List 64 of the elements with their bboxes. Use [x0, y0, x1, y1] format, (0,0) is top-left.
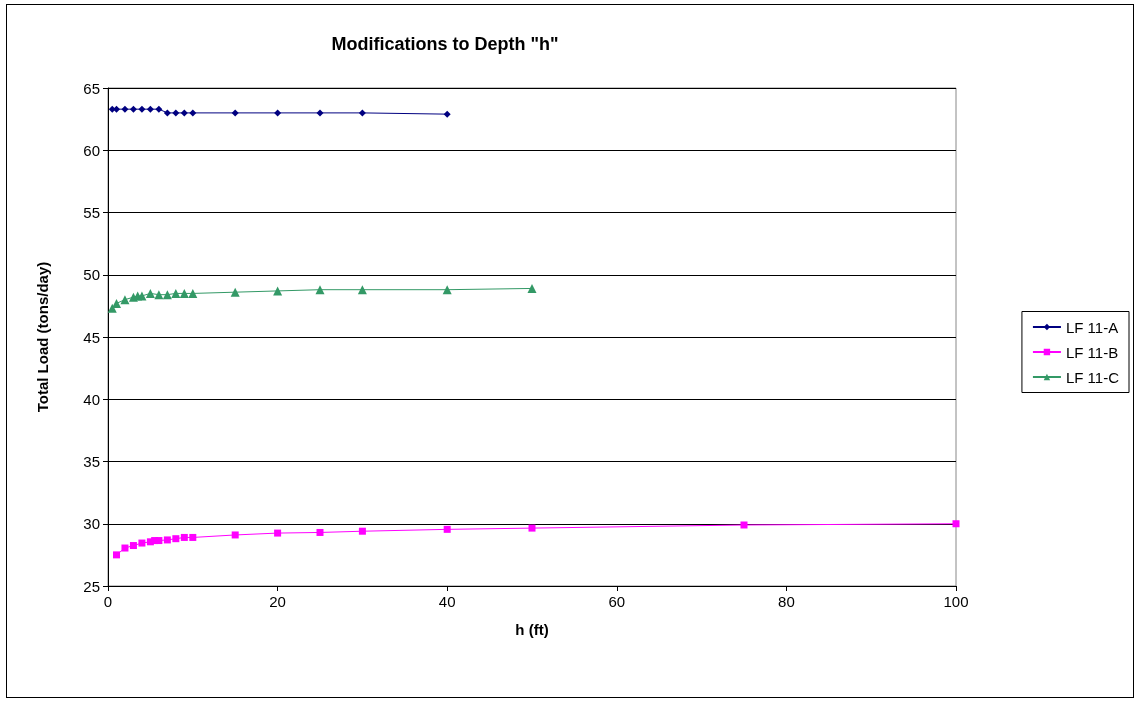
- point: [162, 290, 172, 300]
- point: [138, 105, 146, 113]
- point: [230, 287, 240, 297]
- legend-label: LF 11-A: [1065, 318, 1119, 336]
- y-tick-label: 55: [83, 204, 100, 221]
- point: [112, 551, 120, 559]
- y-tick-label: 50: [83, 266, 100, 284]
- x-tick-label: 80: [778, 593, 795, 610]
- legend-label: LF 11-C: [1065, 368, 1120, 386]
- point: [163, 536, 171, 544]
- x-tick-label: 40: [438, 593, 456, 610]
- point: [274, 109, 282, 117]
- point: [129, 105, 137, 113]
- point: [358, 109, 366, 117]
- point: [528, 524, 536, 532]
- y-tick-label: 65: [83, 79, 100, 97]
- point: [231, 531, 239, 539]
- point: [121, 544, 129, 552]
- point: [952, 520, 960, 528]
- y-axis-title: Total Load (tons/day): [34, 261, 51, 413]
- point: [189, 109, 197, 117]
- y-tick-label: 60: [83, 141, 100, 159]
- x-tick-label: 100: [943, 593, 969, 610]
- point: [107, 303, 117, 313]
- y-tick-label: 35: [83, 453, 100, 470]
- x-tick-label: 60: [608, 593, 626, 610]
- y-tick-label: 25: [83, 577, 100, 595]
- point: [172, 109, 180, 117]
- point: [155, 105, 163, 113]
- point: [145, 288, 155, 298]
- point: [274, 529, 282, 537]
- point: [121, 105, 129, 113]
- point: [179, 288, 189, 298]
- point: [316, 528, 324, 536]
- point: [443, 525, 451, 533]
- legend-label: LF 11-B: [1065, 343, 1119, 361]
- y-tick-label: 45: [83, 328, 100, 346]
- point: [172, 535, 180, 543]
- point: [443, 110, 451, 118]
- point: [120, 295, 130, 305]
- point: [316, 109, 324, 117]
- point: [189, 533, 197, 541]
- point: [171, 288, 181, 298]
- point: [163, 109, 171, 117]
- x-tick-label: 20: [269, 593, 286, 610]
- point: [527, 283, 537, 293]
- point: [154, 290, 164, 300]
- point: [357, 285, 367, 295]
- y-tick-label: 40: [83, 390, 100, 408]
- point: [188, 288, 198, 298]
- point: [180, 109, 188, 117]
- x-axis-title: h (ft): [515, 621, 549, 638]
- point: [138, 539, 146, 547]
- chart-title: Modifications to Depth "h": [331, 34, 559, 54]
- point: [315, 285, 325, 295]
- point: [129, 542, 137, 550]
- point: [146, 105, 154, 113]
- y-tick-label: 30: [83, 515, 100, 533]
- point: [180, 533, 188, 541]
- point: [231, 109, 239, 117]
- point: [358, 527, 366, 535]
- point: [155, 537, 163, 545]
- point: [740, 521, 748, 529]
- x-tick-label: 0: [103, 593, 113, 610]
